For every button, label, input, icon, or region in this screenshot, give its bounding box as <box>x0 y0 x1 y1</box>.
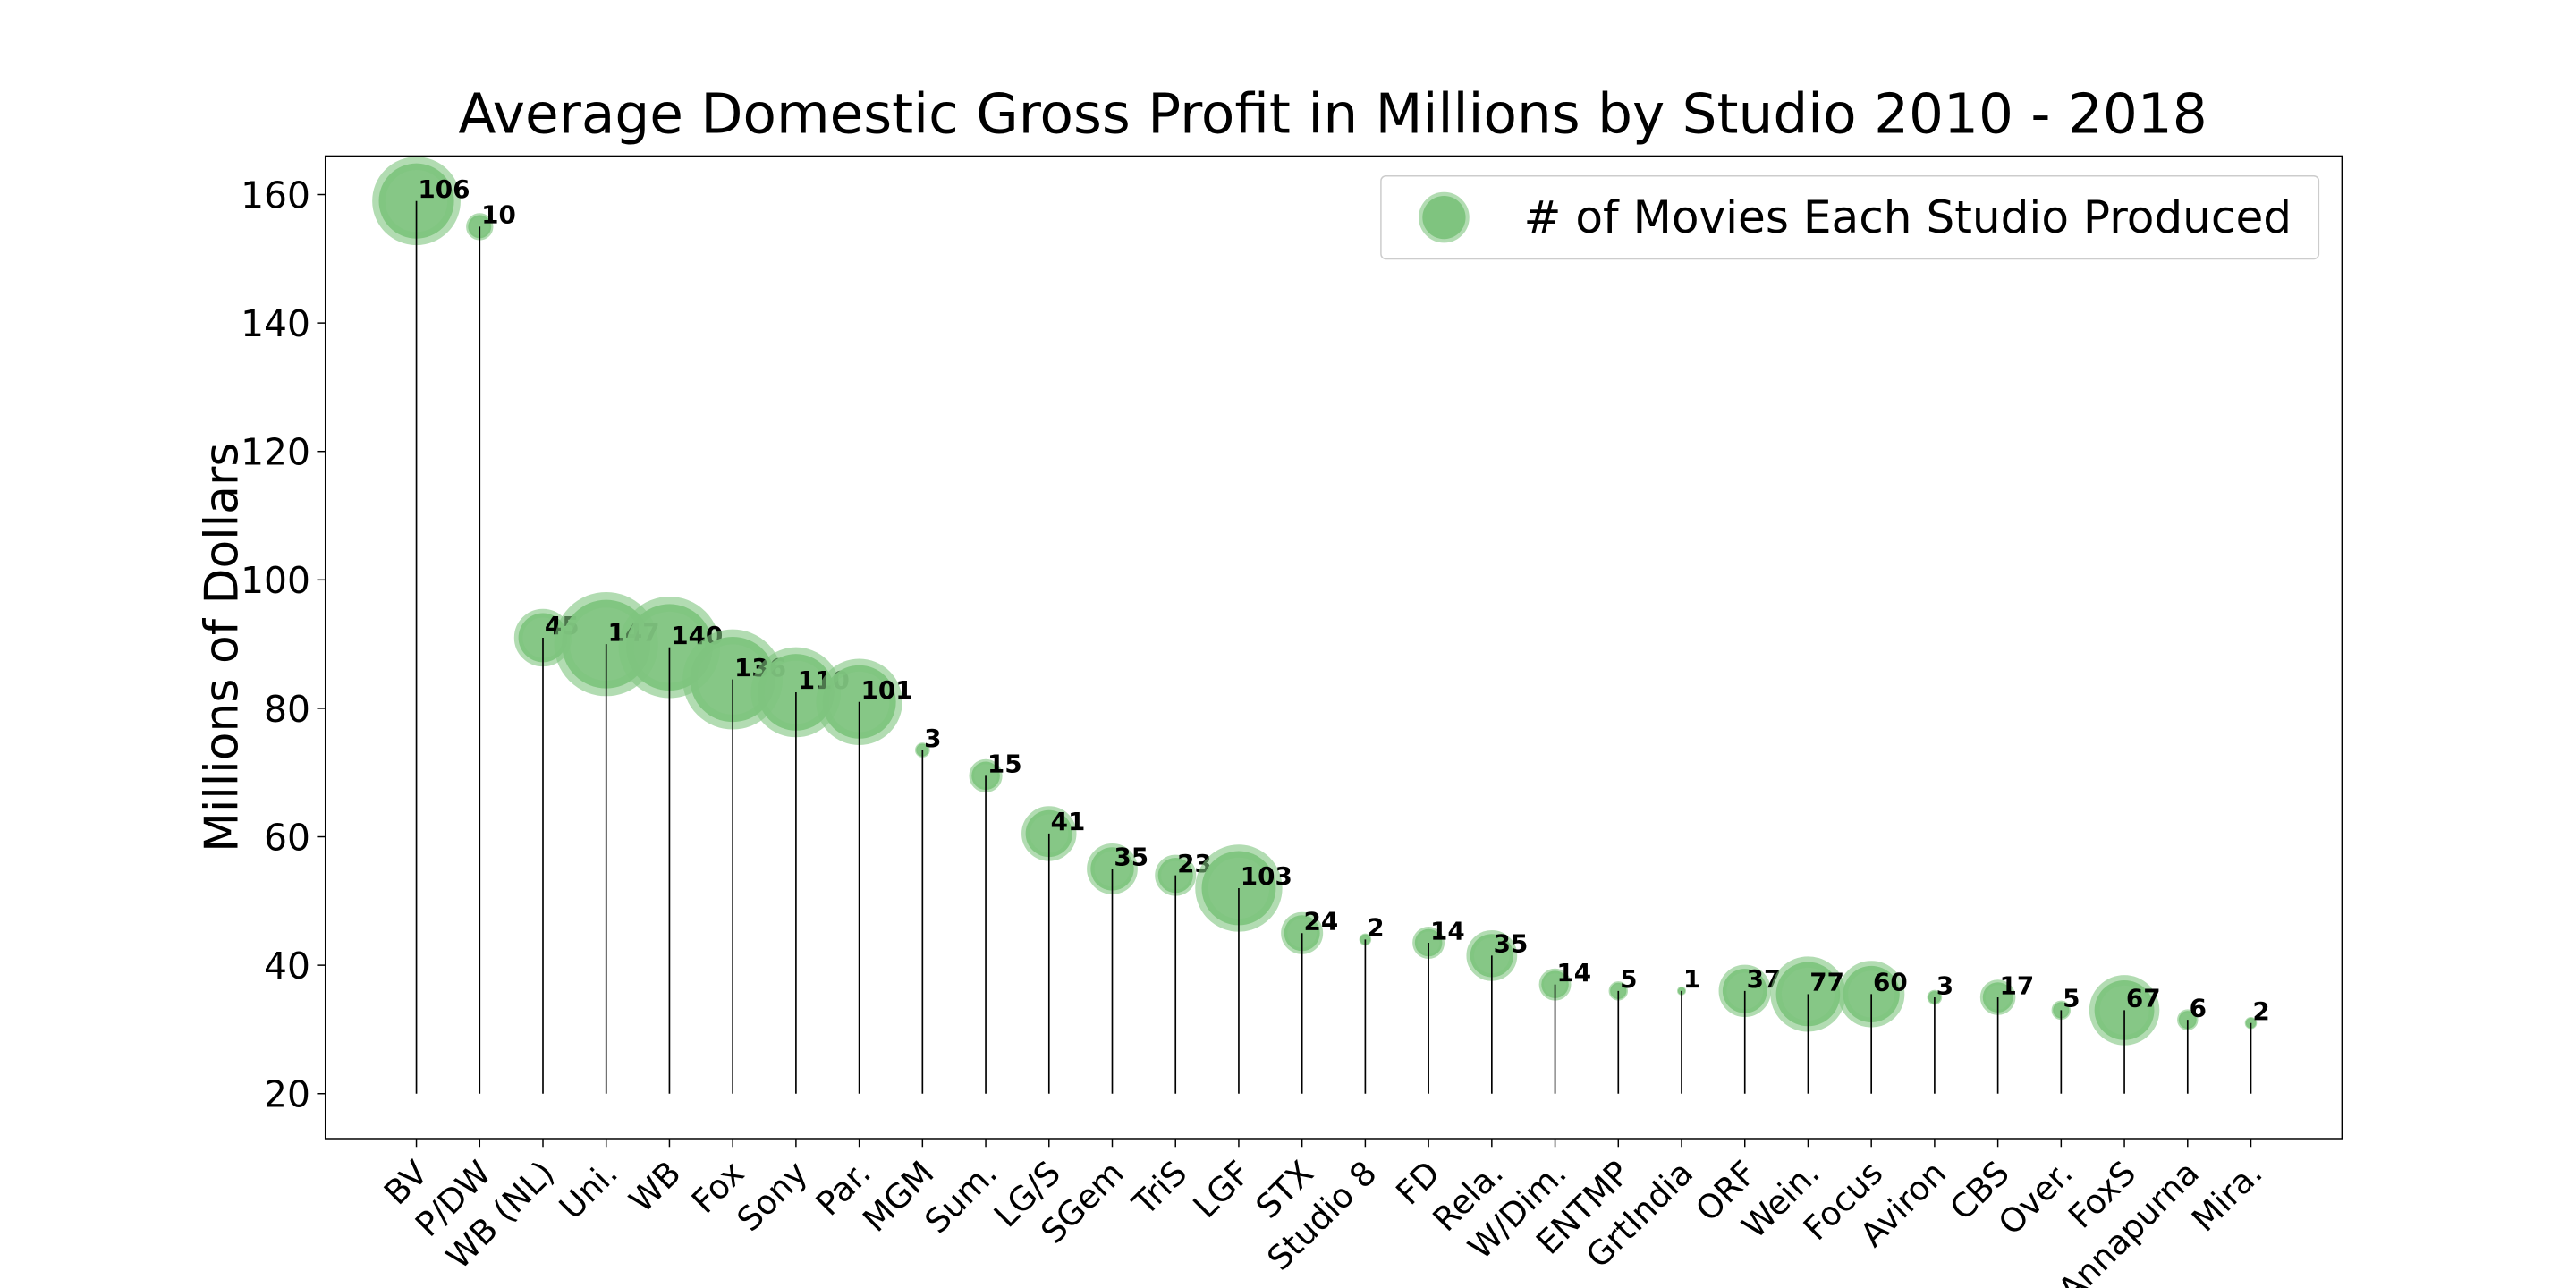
y-tick-label: 140 <box>241 302 310 345</box>
data-label: 67 <box>2126 984 2161 1013</box>
x-tick-label: Sony <box>730 1154 815 1239</box>
y-tick-label: 80 <box>264 688 310 731</box>
legend-marker <box>1419 191 1470 243</box>
data-label: 17 <box>1999 970 2034 1000</box>
x-tick-label: Mira. <box>2184 1154 2270 1240</box>
data-label: 41 <box>1051 807 1086 836</box>
x-tick-label: TriS <box>1124 1154 1194 1224</box>
legend-label: # of Movies Each Studio Produced <box>1524 191 2292 243</box>
data-label: 14 <box>1556 958 1591 987</box>
data-label: 2 <box>2252 996 2269 1026</box>
x-tick-label: WB <box>622 1154 688 1220</box>
data-label: 6 <box>2190 993 2207 1022</box>
plot-frame <box>324 155 2343 1140</box>
chart-title: Average Domestic Gross Profit in Million… <box>459 82 2207 146</box>
data-label: 5 <box>2063 984 2080 1013</box>
x-tick-label: Sum. <box>918 1154 1005 1241</box>
y-tick-label: 100 <box>241 559 310 602</box>
x-tick-label: Over. <box>1991 1154 2080 1242</box>
y-tick-label: 60 <box>264 816 310 859</box>
y-tick-label: 120 <box>241 431 310 474</box>
x-tick-label: Uni. <box>552 1154 625 1227</box>
data-label: 14 <box>1430 916 1465 945</box>
data-label: 24 <box>1304 907 1339 936</box>
y-tick-label: 160 <box>241 174 310 216</box>
data-label: 10 <box>481 200 516 230</box>
y-tick-label: 20 <box>264 1073 310 1116</box>
data-label: 1 <box>1683 964 1700 994</box>
data-label: 101 <box>860 675 912 705</box>
legend: # of Movies Each Studio Produced <box>1380 174 2320 260</box>
data-label: 103 <box>1241 861 1292 891</box>
series: 1061045147140136110101315413523103242143… <box>372 157 2270 1094</box>
data-label: 2 <box>1367 913 1384 943</box>
data-label: 3 <box>924 724 941 753</box>
data-label: 5 <box>1620 964 1637 994</box>
data-label: 35 <box>1114 843 1148 872</box>
data-label: 60 <box>1873 968 1908 997</box>
y-tick-label: 40 <box>264 945 310 987</box>
data-label: 3 <box>1936 970 1953 1000</box>
data-label: 35 <box>1494 929 1529 959</box>
data-label: 15 <box>987 750 1022 779</box>
legend-frame <box>1380 174 2320 260</box>
x-tick-label: MGM <box>856 1154 942 1240</box>
data-label: 106 <box>418 174 470 204</box>
y-axis-label: Millions of Dollars <box>195 443 249 852</box>
x-tick-label: LGF <box>1186 1154 1258 1225</box>
